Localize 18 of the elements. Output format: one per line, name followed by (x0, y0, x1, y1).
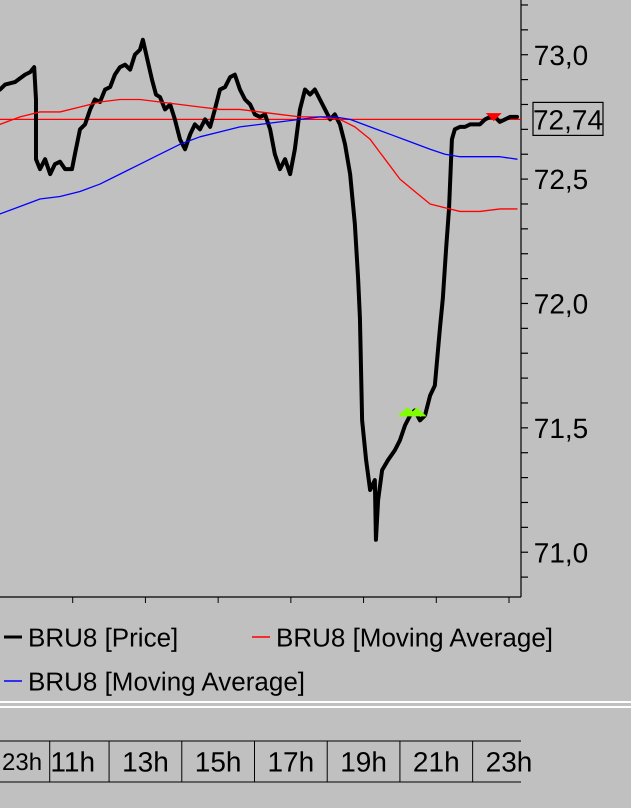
x-tick-label: 19h (340, 746, 387, 778)
y-tick-label: 72,5 (534, 164, 588, 196)
x-tick-label: 11h (50, 746, 96, 778)
ref-line-label: 72,74 (532, 104, 604, 136)
x-tick-label: 15h (194, 746, 242, 778)
y-tick-label: 72,0 (534, 288, 588, 320)
line-series (0, 98, 518, 212)
x-tick-label: 17h (268, 746, 314, 778)
y-tick-label: 71,5 (534, 412, 588, 444)
x-tick-label: 23h (486, 746, 532, 778)
line-series (0, 116, 518, 215)
y-tick-label: 71,0 (534, 537, 588, 568)
legend-label: BRU8 [Price] (28, 622, 178, 652)
legend-label: BRU8 [Moving Average] (276, 622, 553, 652)
x-tick-label: 13h (122, 746, 169, 778)
y-tick-label: 73,0 (534, 40, 588, 71)
legend-label: BRU8 [Moving Average] (28, 666, 305, 696)
x-tick-label: 21h (412, 746, 460, 778)
